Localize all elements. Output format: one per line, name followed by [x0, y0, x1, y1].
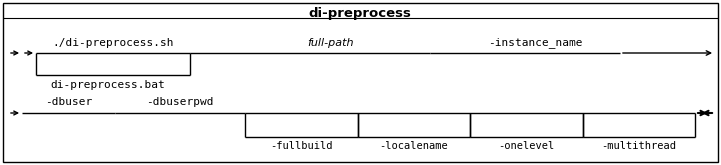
Text: -localename: -localename: [379, 141, 448, 151]
Text: -onelevel: -onelevel: [498, 141, 554, 151]
Text: di-preprocess: di-preprocess: [309, 7, 412, 20]
Text: di-preprocess.bat: di-preprocess.bat: [50, 80, 165, 90]
Text: -fullbuild: -fullbuild: [270, 141, 332, 151]
Text: full-path: full-path: [306, 38, 353, 48]
Text: -instance_name: -instance_name: [487, 37, 583, 48]
Text: -dbuserpwd: -dbuserpwd: [146, 97, 213, 107]
Text: ./di-preprocess.sh: ./di-preprocess.sh: [52, 38, 174, 48]
Text: -multithread: -multithread: [601, 141, 676, 151]
Text: -dbuser: -dbuser: [45, 97, 92, 107]
